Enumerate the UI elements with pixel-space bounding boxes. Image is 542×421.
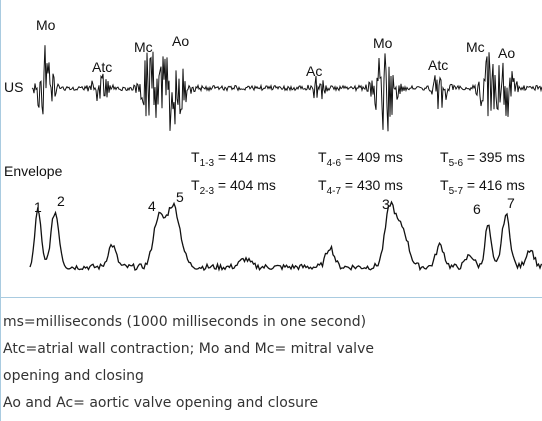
timing-subscript: 5-6 <box>449 158 464 169</box>
timing-value: = 416 ms <box>463 177 525 193</box>
wave-label: Mo <box>373 35 393 51</box>
wave-label: Ac <box>306 63 322 79</box>
wave-label: Mc <box>466 39 485 55</box>
peak-label: 1 <box>34 199 42 215</box>
timing-subscript: 4-6 <box>327 158 342 169</box>
timing-value: = 409 ms <box>341 149 403 165</box>
envelope-label: Envelope <box>4 163 63 179</box>
caption-line: ms=milliseconds (1000 milliseconds in on… <box>3 314 366 330</box>
timing: T5-7 = 416 ms <box>440 177 525 197</box>
timing: T2-3 = 404 ms <box>191 177 276 197</box>
timing: T4-7 = 430 ms <box>318 177 403 197</box>
timing: T5-6 = 395 ms <box>440 149 525 169</box>
timing-subscript: 4-7 <box>327 186 342 197</box>
caption: ms=milliseconds (1000 milliseconds in on… <box>3 314 374 411</box>
timing-subscript: 2-3 <box>200 186 215 197</box>
timing: T1-3 = 414 ms <box>191 149 276 169</box>
timing-value: = 430 ms <box>341 177 403 193</box>
wave-label: Mo <box>36 17 56 33</box>
figure-page: US Envelope Mo Atc Mc Ao Ac Mo Atc Mc Ao T1-3 = 4… <box>0 0 542 421</box>
us-label: US <box>4 79 23 95</box>
wave-label: Mc <box>134 39 153 55</box>
timing-value: = 404 ms <box>214 177 276 193</box>
peak-label: 2 <box>57 193 65 209</box>
envelope-waveform <box>30 202 542 270</box>
wave-label: Ao <box>172 33 189 49</box>
wave-label: Atc <box>428 57 448 73</box>
timing-value: = 395 ms <box>463 149 525 165</box>
timing-subscript: 1-3 <box>200 158 215 169</box>
peak-label: 3 <box>382 196 390 212</box>
timing-subscript: 5-7 <box>449 186 464 197</box>
peak-label: 6 <box>473 201 481 217</box>
peak-label: 4 <box>148 198 156 214</box>
caption-line: Ao and Ac= aortic valve opening and clos… <box>3 395 318 411</box>
timing: T4-6 = 409 ms <box>318 149 403 169</box>
peak-label: 5 <box>176 189 184 205</box>
wave-label: Atc <box>92 59 112 75</box>
waveform-figure: US Envelope Mo Atc Mc Ao Ac Mo Atc Mc Ao T1-3 = 4… <box>4 17 542 270</box>
caption-line: Atc=atrial wall contraction; Mo and Mc= … <box>3 341 374 357</box>
peak-label: 7 <box>507 195 515 211</box>
wave-label: Ao <box>498 45 515 61</box>
timing-value: = 414 ms <box>214 149 276 165</box>
caption-line: opening and closing <box>3 368 144 384</box>
